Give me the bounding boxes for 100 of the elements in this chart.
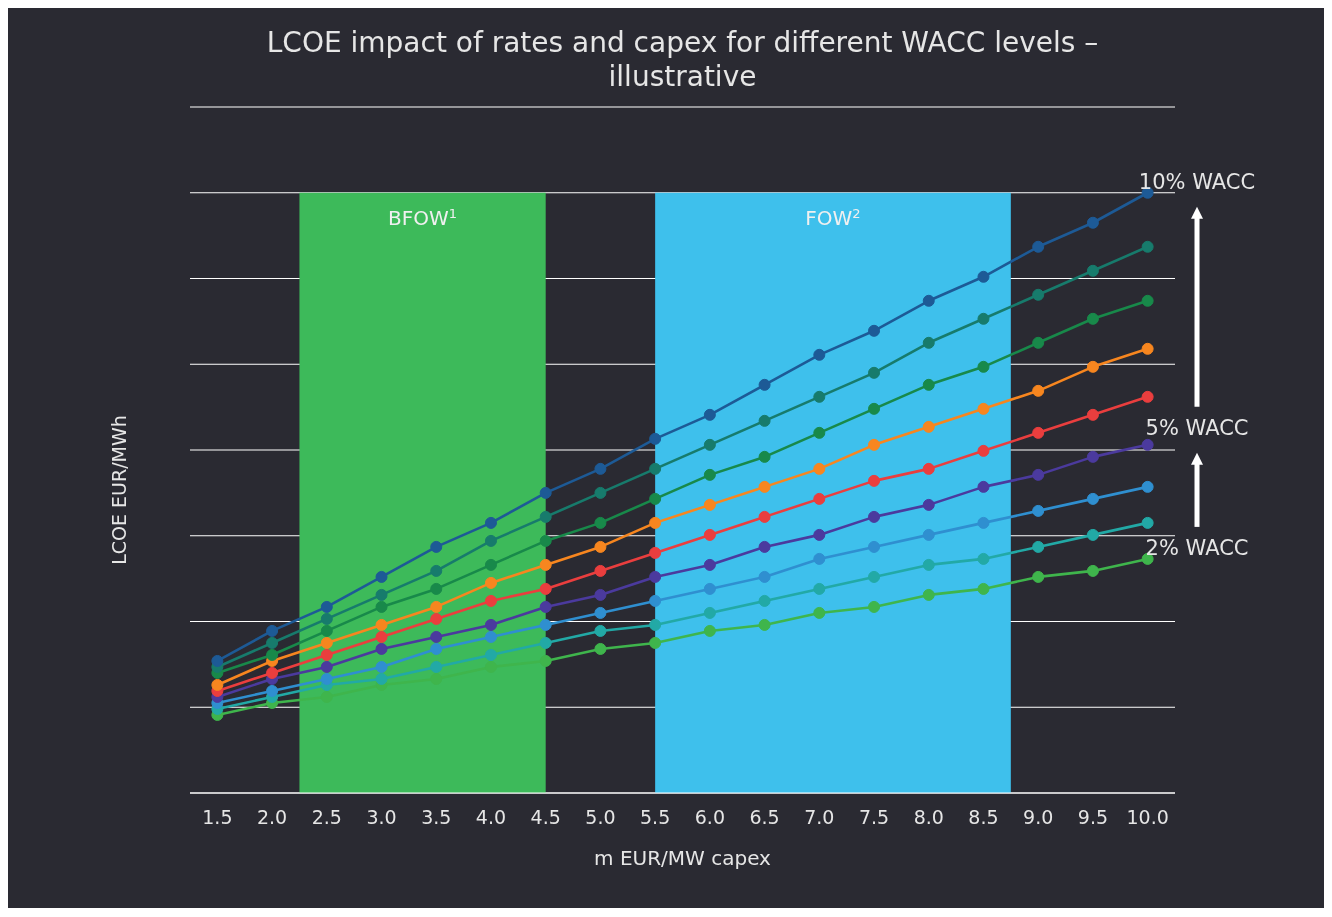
x-tick-label: 10.0	[1126, 806, 1169, 829]
point	[922, 420, 935, 433]
point	[266, 624, 279, 637]
point	[375, 630, 388, 643]
point	[703, 408, 716, 421]
point	[813, 528, 826, 541]
point	[539, 582, 552, 595]
point	[649, 546, 662, 559]
point	[375, 588, 388, 601]
point	[320, 624, 333, 637]
x-tick-label: 5.5	[640, 806, 671, 829]
point	[211, 654, 224, 667]
point	[484, 576, 497, 589]
point	[703, 582, 716, 595]
band-label: BFOW$^{1}$	[388, 205, 458, 230]
point	[1086, 492, 1099, 505]
point	[868, 324, 881, 337]
point	[649, 636, 662, 649]
point	[703, 624, 716, 637]
point	[922, 336, 935, 349]
point	[266, 648, 279, 661]
point	[977, 552, 990, 565]
point	[375, 618, 388, 631]
x-tick-label: 6.5	[749, 806, 780, 829]
point	[868, 600, 881, 613]
band-label: FOW$^{2}$	[805, 205, 861, 230]
point	[594, 564, 607, 577]
point	[430, 672, 443, 685]
point	[1086, 450, 1099, 463]
point	[758, 414, 771, 427]
point	[1141, 438, 1154, 451]
point	[594, 462, 607, 475]
x-tick-label: 3.0	[366, 806, 397, 829]
point	[1032, 240, 1045, 253]
point	[594, 486, 607, 499]
point	[484, 618, 497, 631]
point	[594, 642, 607, 655]
x-tick-label: 2.0	[256, 806, 288, 829]
point	[977, 444, 990, 457]
point	[922, 528, 935, 541]
point	[813, 606, 826, 619]
point	[211, 678, 224, 691]
point	[649, 618, 662, 631]
point	[922, 558, 935, 571]
point	[320, 600, 333, 613]
point	[703, 558, 716, 571]
chart-title: LCOE impact of rates and capex for different WACC levels – illustrative	[266, 26, 1099, 93]
point	[484, 648, 497, 661]
point	[1141, 390, 1154, 403]
point	[703, 498, 716, 511]
point	[1032, 384, 1045, 397]
point	[922, 294, 935, 307]
point	[1141, 342, 1154, 355]
point	[977, 480, 990, 493]
point	[703, 606, 716, 619]
point	[430, 564, 443, 577]
annotation: 10% WACC	[1138, 169, 1256, 194]
point	[594, 540, 607, 553]
point	[266, 684, 279, 697]
point	[375, 600, 388, 613]
point	[758, 618, 771, 631]
point	[703, 468, 716, 481]
x-tick-label: 8.0	[913, 806, 944, 829]
point	[539, 486, 552, 499]
point	[813, 582, 826, 595]
point	[922, 378, 935, 391]
point	[922, 462, 935, 475]
point	[1141, 240, 1154, 253]
point	[977, 360, 990, 373]
point	[539, 618, 552, 631]
point	[320, 648, 333, 661]
point	[868, 366, 881, 379]
point	[320, 612, 333, 625]
point	[868, 510, 881, 523]
point	[813, 426, 826, 439]
point	[539, 654, 552, 667]
point	[484, 660, 497, 673]
point	[1086, 528, 1099, 541]
point	[430, 630, 443, 643]
x-tick-label: 8.5	[968, 806, 999, 829]
point	[594, 588, 607, 601]
point	[758, 450, 771, 463]
point	[977, 312, 990, 325]
point	[813, 552, 826, 565]
point	[594, 606, 607, 619]
point	[922, 498, 935, 511]
point	[539, 534, 552, 547]
point	[375, 570, 388, 583]
point	[1032, 288, 1045, 301]
point	[813, 462, 826, 475]
point	[1141, 480, 1154, 493]
point	[1032, 336, 1045, 349]
point	[266, 666, 279, 679]
point	[649, 432, 662, 445]
x-tick-label: 9.5	[1077, 806, 1109, 829]
point	[758, 570, 771, 583]
point	[539, 510, 552, 523]
x-tick-label: 7.5	[858, 806, 890, 829]
point	[977, 516, 990, 529]
point	[977, 402, 990, 415]
